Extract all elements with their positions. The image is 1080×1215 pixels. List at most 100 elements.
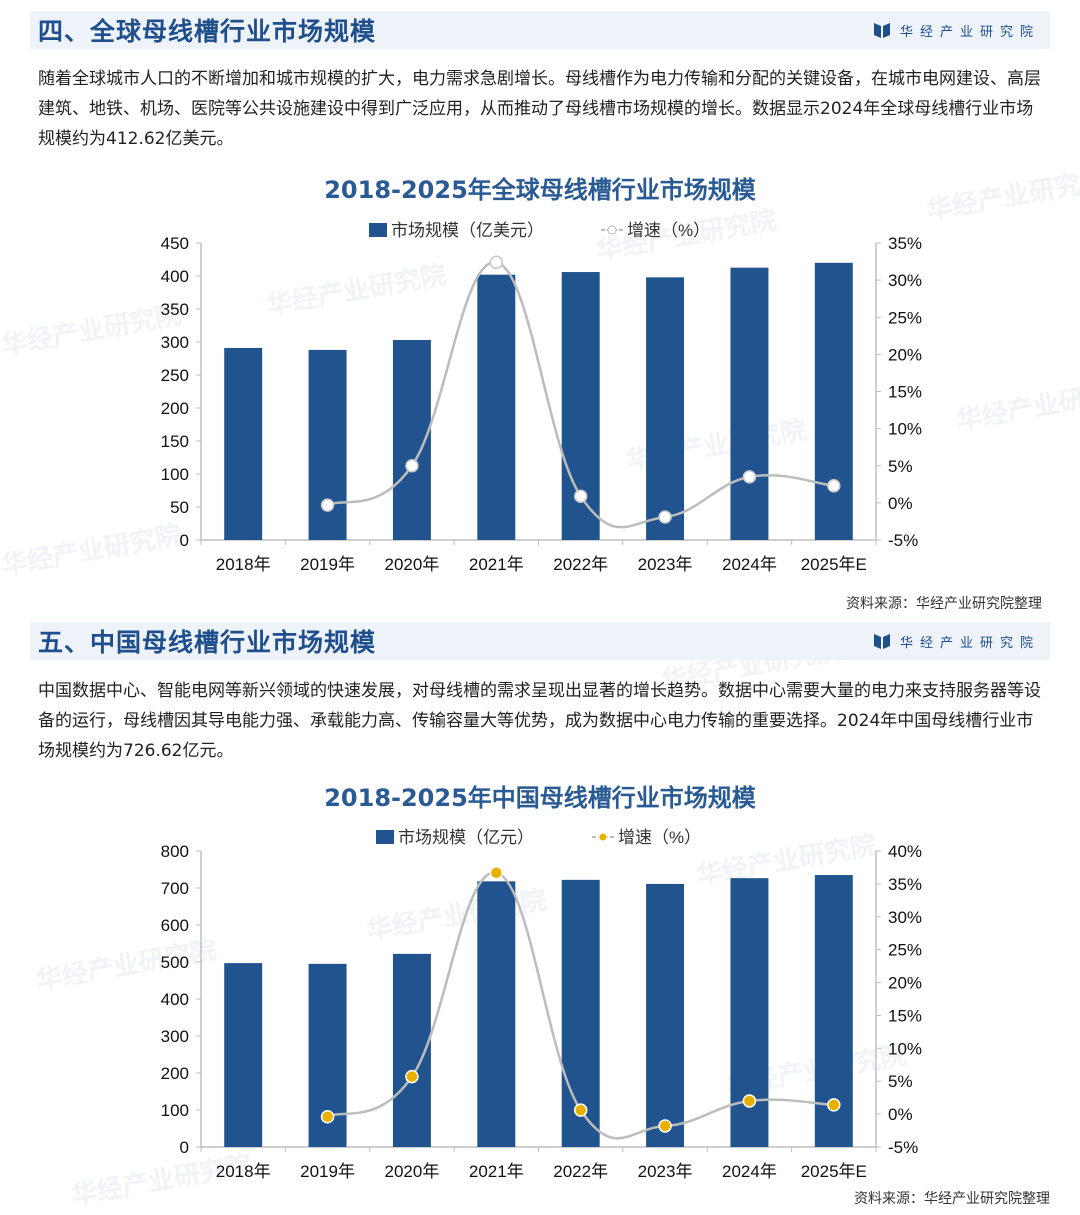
y-axis-tick: 450 [161, 234, 189, 253]
y2-axis-tick: 35% [888, 875, 922, 894]
bar [224, 963, 263, 1147]
section-title: 四、全球母线槽行业市场规模 [38, 17, 377, 46]
growth-marker [320, 1109, 335, 1124]
x-axis-label: 2021年 [469, 1162, 524, 1181]
legend-bar-swatch [369, 223, 387, 237]
y2-axis-tick: 20% [888, 345, 922, 364]
y-axis-tick: 800 [161, 842, 189, 861]
brand-logo: 华经产业研究院 [873, 21, 1050, 40]
growth-marker [489, 865, 504, 880]
bar [477, 274, 516, 540]
growth-marker [405, 459, 419, 473]
x-axis-label: 2022年 [553, 555, 608, 574]
x-axis-label: 2023年 [638, 1162, 693, 1181]
y-axis-tick: 350 [161, 300, 189, 319]
x-axis-label: 2019年 [300, 1162, 355, 1181]
y-axis-tick: 700 [161, 879, 189, 898]
bar [814, 262, 853, 540]
y-axis-tick: 250 [161, 366, 189, 385]
y2-axis-tick: 0% [888, 1105, 913, 1124]
legend-bar-swatch [376, 830, 394, 844]
y-axis-tick: 300 [161, 1027, 189, 1046]
source-note: 资料来源：华经产业研究院整理 [854, 1191, 1050, 1207]
x-axis-label: 2019年 [300, 555, 355, 574]
y2-axis-tick: 25% [888, 308, 922, 327]
y2-axis-tick: 10% [888, 420, 922, 439]
y2-axis-tick: 25% [888, 941, 922, 960]
legend-line-label: 增速（%） [627, 221, 710, 240]
growth-marker [827, 1098, 841, 1112]
x-axis-label: 2024年 [722, 1162, 777, 1181]
section-title: 五、中国母线槽行业市场规模 [38, 628, 377, 657]
y2-axis-tick: -5% [888, 531, 918, 550]
growth-marker [658, 510, 672, 524]
y2-axis-tick: 30% [888, 271, 922, 290]
y2-axis-tick: -5% [888, 1138, 918, 1157]
source-note: 资料来源：华经产业研究院整理 [846, 596, 1042, 612]
y-axis-tick: 600 [161, 916, 189, 935]
section-header: 五、中国母线槽行业市场规模 华经产业研究院 [30, 622, 1050, 660]
y-axis-tick: 100 [161, 1101, 189, 1120]
brand-name: 华经产业研究院 [899, 635, 1040, 651]
x-axis-label: 2022年 [553, 1162, 608, 1181]
bar [224, 347, 263, 540]
book-logo-icon [873, 23, 890, 38]
y-axis-tick: 400 [161, 267, 189, 286]
bar [646, 277, 685, 540]
y-axis-tick: 200 [161, 1064, 189, 1083]
y2-axis-tick: 15% [888, 383, 922, 402]
bar [561, 879, 600, 1147]
y-axis-tick: 400 [161, 990, 189, 1009]
chart-legend: 市场规模（亿元） 增速（%） [376, 828, 701, 847]
chart-title: 2018-2025年中国母线槽行业市场规模 [324, 784, 756, 812]
legend-line-label: 增速（%） [618, 828, 701, 847]
chart-legend: 市场规模（亿美元） 增速（%） [369, 221, 710, 240]
section-header: 四、全球母线槽行业市场规模 华经产业研究院 [30, 11, 1050, 49]
china-market-chart: 市场规模（亿元） 增速（%） 0 100 200 300 400 500 600 700 800 -5… [161, 828, 922, 1181]
y2-axis-tick: 15% [888, 1006, 922, 1025]
x-axis-label: 2018年 [216, 555, 271, 574]
legend-bar-label: 市场规模（亿元） [398, 828, 534, 847]
brand-name: 华经产业研究院 [899, 24, 1040, 40]
y2-axis-tick: 0% [888, 494, 913, 513]
y2-axis-tick: 20% [888, 974, 922, 993]
x-axis-label: 2025年E [801, 1162, 867, 1181]
y-axis-tick: 150 [161, 432, 189, 451]
bar [646, 883, 685, 1147]
legend-bar-label: 市场规模（亿美元） [391, 221, 544, 240]
bar [730, 267, 769, 540]
y-axis-tick: 200 [161, 399, 189, 418]
y2-axis-tick: 5% [888, 457, 913, 476]
growth-line [327, 871, 834, 1140]
growth-marker [742, 470, 757, 484]
bar [477, 881, 516, 1147]
x-axis-label: 2020年 [385, 555, 440, 574]
growth-marker [573, 489, 588, 503]
section-paragraph: 随着全球城市人口的不断增加和城市规模的扩大，电力需求急剧增长。母线槽作为电力传输… [38, 69, 1041, 149]
y-axis-tick: 0 [180, 531, 189, 550]
legend-line-marker [598, 832, 608, 842]
x-axis-label: 2018年 [216, 1162, 271, 1181]
global-market-chart: 市场规模（亿美元） 增速（%） 0 50 100 150 200 250 300 350 400 45… [161, 221, 922, 574]
x-axis-label: 2021年 [469, 555, 524, 574]
book-logo-icon [873, 634, 890, 649]
x-axis-label: 2023年 [638, 555, 693, 574]
chart-title: 2018-2025年全球母线槽行业市场规模 [324, 176, 756, 204]
x-axis-label: 2024年 [722, 555, 777, 574]
y2-axis-tick: 10% [888, 1039, 922, 1058]
y2-axis-tick: 35% [888, 234, 922, 253]
growth-marker [489, 255, 504, 270]
y2-axis-tick: 5% [888, 1072, 913, 1091]
y-axis-tick: 0 [180, 1138, 189, 1157]
growth-marker [405, 1069, 419, 1084]
growth-marker [658, 1119, 672, 1133]
legend-line-marker [607, 225, 617, 235]
y-axis-tick: 300 [161, 333, 189, 352]
y2-axis-tick: 30% [888, 908, 922, 927]
x-axis-label: 2020年 [385, 1162, 440, 1181]
growth-marker [573, 1103, 588, 1117]
y2-axis-tick: 40% [888, 842, 922, 861]
growth-marker [742, 1094, 757, 1108]
growth-line [327, 261, 834, 529]
section-paragraph: 中国数据中心、智能电网等新兴领域的快速发展，对母线槽的需求呈现出显著的增长趋势。… [38, 681, 1041, 761]
